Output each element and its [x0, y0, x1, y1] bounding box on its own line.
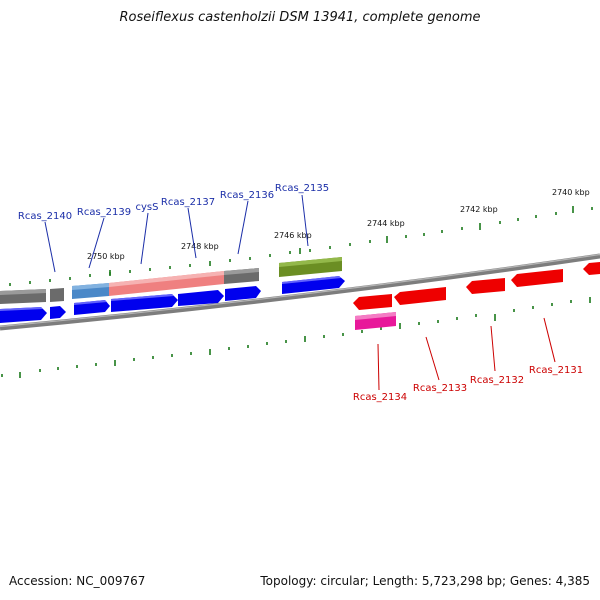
gene-label-rcas-2131: Rcas_2131	[529, 365, 583, 376]
inner-ticks	[1, 297, 591, 378]
gene-label-rcas-2133: Rcas_2133	[413, 383, 467, 394]
feature-band	[0, 257, 342, 304]
genome-backbone	[0, 253, 600, 331]
scale-label-2742: 2742 kbp	[460, 205, 498, 214]
scale-label-2750: 2750 kbp	[87, 252, 125, 261]
gene-label-rcas-2140: Rcas_2140	[18, 211, 72, 222]
accession-text: Accession: NC_009767	[9, 574, 146, 588]
reverse-genes	[353, 262, 600, 310]
genome-summary-text: Topology: circular; Length: 5,723,298 bp…	[260, 574, 590, 588]
top-gene-label-lines	[44, 194, 309, 273]
bottom-gene-labels: Rcas_2134 Rcas_2133 Rcas_2132 Rcas_2131	[353, 365, 583, 403]
gene-label-cyss: cysS	[136, 202, 159, 213]
scale-label-2748: 2748 kbp	[181, 242, 219, 251]
gene-label-rcas-2136: Rcas_2136	[220, 190, 274, 201]
outer-ticks	[9, 206, 593, 286]
bottom-gene-label-lines	[377, 317, 556, 391]
gene-label-rcas-2139: Rcas_2139	[77, 207, 131, 218]
scale-label-2740: 2740 kbp	[552, 188, 590, 197]
gene-label-rcas-2135: Rcas_2135	[275, 183, 329, 194]
top-gene-labels: Rcas_2140 Rcas_2139 cysS Rcas_2137 Rcas_…	[18, 183, 329, 222]
gene-label-rcas-2137: Rcas_2137	[161, 197, 215, 208]
genome-title: Roseiflexus castenholzii DSM 13941, comp…	[119, 10, 481, 25]
scale-labels: 2750 kbp 2748 kbp 2746 kbp 2744 kbp 2742…	[87, 188, 590, 261]
scale-label-2746: 2746 kbp	[274, 231, 312, 240]
gene-label-rcas-2132: Rcas_2132	[470, 375, 524, 386]
scale-label-2744: 2744 kbp	[367, 219, 405, 228]
gene-label-rcas-2134: Rcas_2134	[353, 392, 407, 403]
